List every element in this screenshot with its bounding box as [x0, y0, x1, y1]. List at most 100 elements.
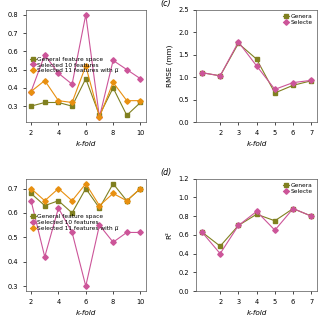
General feature space	[111, 86, 115, 90]
Y-axis label: R²: R²	[167, 231, 173, 239]
Selected 11 features with μ̅	[70, 100, 74, 104]
Line: Selected 10 features: Selected 10 features	[29, 13, 142, 119]
General feature space	[29, 191, 33, 195]
Line: Selected 10 features: Selected 10 features	[29, 199, 142, 288]
Genera	[309, 214, 313, 218]
Selecte	[200, 230, 204, 234]
Genera	[273, 91, 277, 95]
Selected 10 features	[43, 255, 47, 259]
X-axis label: k-fold: k-fold	[246, 141, 267, 148]
Genera	[291, 84, 295, 87]
General feature space	[84, 77, 88, 81]
Text: (d): (d)	[160, 168, 172, 177]
Line: Selected 11 features with μ̅: Selected 11 features with μ̅	[29, 182, 142, 208]
Text: (c): (c)	[160, 0, 171, 8]
Selected 11 features with μ̅	[57, 99, 60, 103]
Selecte	[255, 210, 259, 213]
Selected 11 features with μ̅	[98, 115, 101, 119]
Selecte	[309, 214, 313, 218]
Genera	[218, 74, 222, 78]
Genera	[200, 71, 204, 75]
General feature space	[43, 204, 47, 208]
Selected 10 features	[139, 77, 142, 81]
General feature space	[139, 187, 142, 190]
X-axis label: k-fold: k-fold	[246, 310, 267, 316]
General feature space	[57, 100, 60, 104]
Selected 11 features with μ̅	[98, 204, 101, 208]
Selected 10 features	[84, 13, 88, 17]
General feature space	[125, 199, 129, 203]
Selected 11 features with μ̅	[43, 79, 47, 83]
Selected 10 features	[98, 115, 101, 119]
General feature space	[139, 100, 142, 104]
Selected 10 features	[98, 223, 101, 227]
Line: General feature space: General feature space	[29, 182, 142, 215]
Line: General feature space: General feature space	[29, 77, 142, 117]
General feature space	[98, 206, 101, 210]
Selected 11 features with μ̅	[43, 199, 47, 203]
Selected 11 features with μ̅	[84, 64, 88, 68]
Selecte	[236, 224, 240, 228]
Selected 11 features with μ̅	[125, 99, 129, 103]
Selected 11 features with μ̅	[139, 99, 142, 103]
Selected 11 features with μ̅	[70, 199, 74, 203]
X-axis label: k-fold: k-fold	[76, 141, 96, 148]
Selected 10 features	[111, 240, 115, 244]
Selected 10 features	[57, 71, 60, 75]
Selected 10 features	[125, 68, 129, 71]
General feature space	[84, 187, 88, 190]
Selecte	[291, 207, 295, 211]
Selected 11 features with μ̅	[111, 80, 115, 84]
Selected 11 features with μ̅	[125, 199, 129, 203]
Legend: General feature space, Selected 10 features, Selected 11 features with μ̅: General feature space, Selected 10 featu…	[28, 213, 120, 232]
Line: Selecte: Selecte	[200, 40, 313, 91]
X-axis label: k-fold: k-fold	[76, 310, 96, 316]
General feature space	[98, 113, 101, 117]
Selected 11 features with μ̅	[57, 187, 60, 190]
General feature space	[57, 199, 60, 203]
Selecte	[218, 74, 222, 78]
Line: Selecte: Selecte	[200, 207, 313, 256]
Legend: Genera, Selecte: Genera, Selecte	[282, 12, 314, 26]
Genera	[273, 219, 277, 223]
Selected 10 features	[111, 59, 115, 62]
Selected 11 features with μ̅	[84, 182, 88, 186]
Genera	[255, 212, 259, 216]
Selected 10 features	[29, 199, 33, 203]
Line: Selected 11 features with μ̅: Selected 11 features with μ̅	[29, 64, 142, 119]
Selected 10 features	[84, 284, 88, 288]
Selected 11 features with μ̅	[139, 187, 142, 190]
Y-axis label: RMSE (mm): RMSE (mm)	[166, 45, 173, 87]
Selected 11 features with μ̅	[29, 187, 33, 190]
Genera	[218, 244, 222, 248]
General feature space	[70, 211, 74, 215]
Selecte	[236, 40, 240, 44]
Legend: General feature space, Selected 10 features, Selected 11 features with μ̅: General feature space, Selected 10 featu…	[28, 55, 120, 75]
Selected 10 features	[29, 90, 33, 93]
Genera	[236, 224, 240, 228]
Selected 11 features with μ̅	[111, 191, 115, 195]
Selecte	[273, 87, 277, 91]
Legend: Genera, Selecte: Genera, Selecte	[282, 181, 314, 195]
Genera	[200, 230, 204, 234]
Genera	[236, 42, 240, 45]
Genera	[255, 57, 259, 61]
Genera	[309, 79, 313, 83]
General feature space	[43, 100, 47, 104]
Line: Genera: Genera	[200, 207, 313, 248]
Selected 10 features	[70, 82, 74, 86]
Selecte	[200, 71, 204, 75]
Selected 10 features	[57, 206, 60, 210]
Selected 10 features	[43, 53, 47, 57]
General feature space	[70, 104, 74, 108]
Selecte	[291, 81, 295, 84]
Selected 11 features with μ̅	[29, 90, 33, 93]
Selecte	[273, 228, 277, 232]
General feature space	[111, 182, 115, 186]
Selecte	[218, 252, 222, 256]
Line: Genera: Genera	[200, 42, 313, 95]
Selected 10 features	[70, 230, 74, 234]
Selected 10 features	[125, 230, 129, 234]
Selecte	[309, 78, 313, 82]
Selected 10 features	[139, 230, 142, 234]
